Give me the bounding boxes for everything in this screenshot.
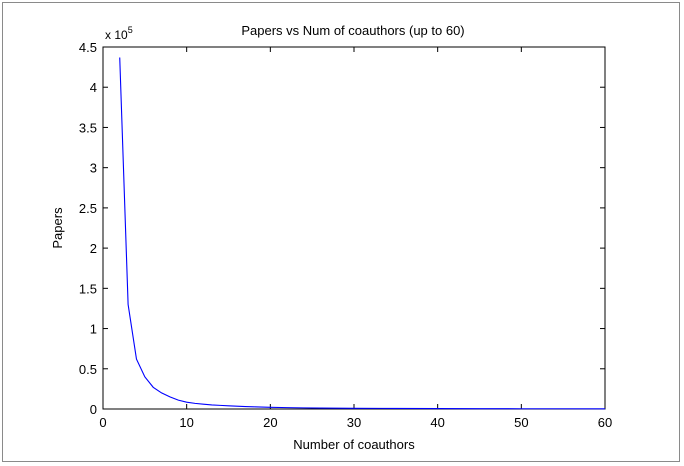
y-tick-label: 3.5 xyxy=(79,120,97,135)
x-axis-ticks: 0 10 20 30 40 50 60 xyxy=(99,47,612,430)
series-line xyxy=(119,57,606,410)
y-tick-label: 3 xyxy=(90,161,97,176)
y-scale-exponent: 5 xyxy=(128,25,133,35)
svg-text:x 105: x 105 xyxy=(105,25,133,42)
y-tick-label: 0 xyxy=(90,402,97,417)
y-axis-label: Papers xyxy=(50,207,65,249)
y-tick-label: 1.5 xyxy=(79,281,97,296)
x-tick-label: 0 xyxy=(99,415,106,430)
x-axis-label: Number of coauthors xyxy=(293,437,415,452)
y-tick-label: 0.5 xyxy=(79,362,97,377)
y-tick-label: 2.5 xyxy=(79,201,97,216)
y-tick-label: 1 xyxy=(90,322,97,337)
y-tick-label: 2 xyxy=(90,241,97,256)
x-tick-label: 10 xyxy=(179,415,193,430)
y-scale-base: x 10 xyxy=(105,28,128,42)
series-group xyxy=(119,57,606,410)
y-scale-label: x 105 xyxy=(105,25,133,42)
y-axis-ticks: 0 0.5 1 1.5 2 2.5 3 3.5 4 4.5 xyxy=(79,40,605,417)
x-tick-label: 20 xyxy=(263,415,277,430)
x-tick-label: 50 xyxy=(514,415,528,430)
y-tick-label: 4 xyxy=(90,80,97,95)
x-tick-label: 60 xyxy=(598,415,612,430)
y-tick-label: 4.5 xyxy=(79,40,97,55)
x-tick-label: 30 xyxy=(347,415,361,430)
plot-area xyxy=(102,46,606,410)
x-tick-label: 40 xyxy=(430,415,444,430)
chart-title: Papers vs Num of coauthors (up to 60) xyxy=(241,23,464,38)
